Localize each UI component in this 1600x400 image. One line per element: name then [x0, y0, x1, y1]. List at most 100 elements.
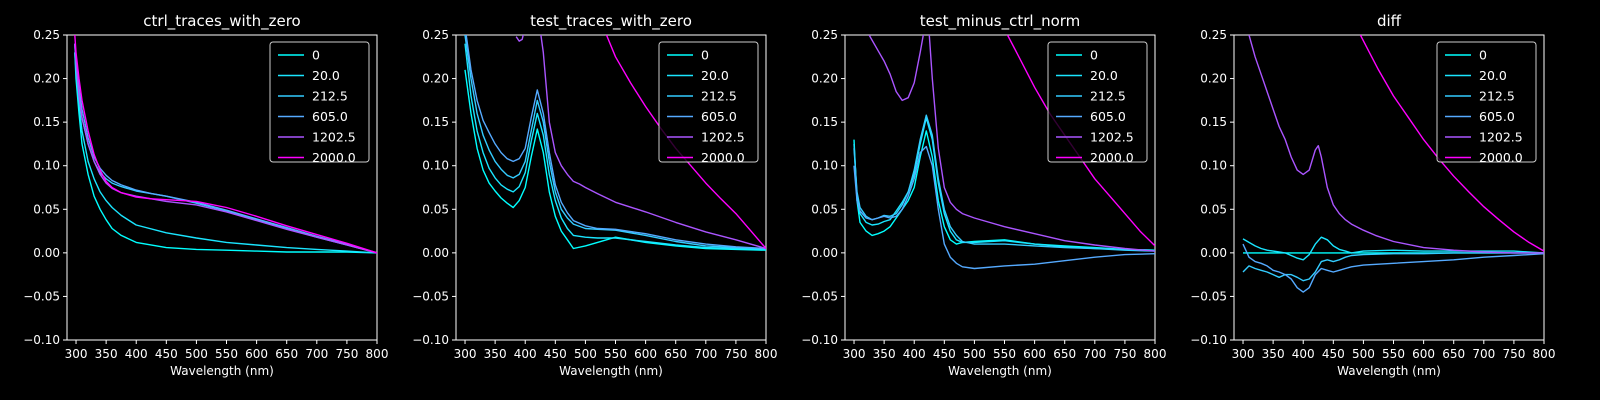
y-tick-label: 0.15	[1200, 115, 1227, 129]
series-group	[464, 35, 766, 251]
y-tick-label: 0.00	[1200, 246, 1227, 260]
chart-panel-1: test_traces_with_zero 300 350 400 450 500 550 6…	[412, 12, 777, 378]
legend: 0 20.0 212.5 605.0 1202.5 2000.0	[269, 41, 370, 165]
y-tick-label: 0.00	[33, 246, 60, 260]
x-tick-label: 750	[724, 347, 747, 361]
x-tick-label: 600	[1412, 347, 1435, 361]
legend-entry: 1202.5	[701, 130, 745, 145]
y-tick-label: 0.05	[1200, 202, 1227, 216]
y-tick-label: 0.20	[811, 72, 838, 86]
x-tick-label: 400	[903, 347, 926, 361]
series-line-4	[515, 35, 766, 250]
legend-entry: 605.0	[1479, 109, 1515, 124]
legend-box	[269, 41, 370, 163]
legend-entry: 0	[701, 48, 709, 63]
series-line-1	[464, 43, 766, 251]
y-tick-label: 0.20	[1200, 72, 1227, 86]
series-group	[74, 35, 377, 254]
x-axis-label: Wavelength (nm)	[170, 364, 274, 378]
x-tick-label: 600	[634, 347, 657, 361]
y-tick-label: −0.10	[23, 333, 60, 347]
legend-entry: 212.5	[1090, 89, 1126, 104]
x-tick-label: 750	[335, 347, 358, 361]
legend-entry: 1202.5	[312, 130, 356, 145]
y-tick-label: 0.25	[422, 28, 449, 42]
legend-box	[658, 41, 759, 163]
y-tick-label: 0.05	[422, 202, 449, 216]
plot-frame	[844, 34, 1156, 341]
x-tick-label: 700	[1083, 347, 1106, 361]
series-line-3	[465, 35, 766, 250]
x-tick-label: 650	[1442, 347, 1465, 361]
x-tick-label: 800	[1144, 347, 1167, 361]
y-tick-label: 0.25	[811, 28, 838, 42]
plot-frame	[66, 34, 378, 341]
series-line-5	[74, 35, 377, 254]
y-tick-label: −0.10	[412, 333, 449, 347]
x-tick-label: 350	[484, 347, 507, 361]
x-axis-label: Wavelength (nm)	[948, 364, 1052, 378]
x-tick-label: 500	[963, 347, 986, 361]
legend-entry: 20.0	[312, 68, 340, 83]
legend: 0 20.0 212.5 605.0 1202.5 2000.0	[1436, 41, 1537, 165]
legend-entry: 20.0	[701, 68, 729, 83]
y-tick-label: −0.10	[1190, 333, 1227, 347]
x-tick-label: 700	[1472, 347, 1495, 361]
y-tick-label: 0.20	[33, 72, 60, 86]
y-tick-label: −0.05	[23, 289, 60, 303]
y-tick-label: −0.05	[412, 289, 449, 303]
plot-frame	[455, 34, 767, 341]
y-tick-label: 0.20	[422, 72, 449, 86]
x-axis-label: Wavelength (nm)	[559, 364, 663, 378]
y-tick-label: 0.15	[33, 115, 60, 129]
y-tick-label: 0.15	[422, 115, 449, 129]
x-tick-label: 300	[454, 347, 477, 361]
series-line-3	[853, 145, 1155, 270]
y-tick-label: 0.00	[422, 246, 449, 260]
x-tick-label: 750	[1113, 347, 1136, 361]
y-tick-label: 0.10	[1200, 159, 1227, 173]
series-line-2	[464, 35, 766, 250]
x-tick-label: 400	[1292, 347, 1315, 361]
x-tick-label: 700	[305, 347, 328, 361]
x-tick-label: 550	[993, 347, 1016, 361]
x-tick-label: 300	[1232, 347, 1255, 361]
chart-title: ctrl_traces_with_zero	[143, 12, 300, 31]
legend-entry: 2000.0	[1090, 150, 1134, 165]
x-tick-label: 550	[604, 347, 627, 361]
x-tick-label: 300	[843, 347, 866, 361]
chart-panel-2: test_minus_ctrl_norm 300 350 400 450 500 550 60…	[801, 12, 1166, 378]
series-line-4	[868, 35, 1155, 252]
x-tick-label: 450	[933, 347, 956, 361]
chart-panel-3: diff 300 350 400 450 500 550 600 650 700 750 800 −0.…	[1190, 12, 1555, 378]
plot-frame	[1233, 34, 1545, 341]
legend-box	[1047, 41, 1148, 163]
legend-entry: 0	[312, 48, 320, 63]
x-tick-label: 350	[873, 347, 896, 361]
legend-entry: 20.0	[1479, 68, 1507, 83]
x-tick-label: 500	[574, 347, 597, 361]
x-tick-label: 300	[65, 347, 88, 361]
chart-title: diff	[1377, 12, 1402, 30]
legend: 0 20.0 212.5 605.0 1202.5 2000.0	[1047, 41, 1148, 165]
legend-entry: 212.5	[312, 89, 348, 104]
legend-entry: 212.5	[701, 89, 737, 104]
legend-entry: 1202.5	[1479, 130, 1523, 145]
x-tick-label: 550	[215, 347, 238, 361]
legend: 0 20.0 212.5 605.0 1202.5 2000.0	[658, 41, 759, 165]
y-tick-label: 0.10	[422, 159, 449, 173]
legend-entry: 0	[1090, 48, 1098, 63]
x-tick-label: 450	[544, 347, 567, 361]
legend-entry: 1202.5	[1090, 130, 1134, 145]
legend-entry: 2000.0	[1479, 150, 1523, 165]
y-tick-label: 0.25	[1200, 28, 1227, 42]
y-tick-label: 0.15	[811, 115, 838, 129]
x-tick-label: 350	[1262, 347, 1285, 361]
legend-entry: 605.0	[701, 109, 737, 124]
x-tick-label: 550	[1382, 347, 1405, 361]
x-tick-label: 400	[125, 347, 148, 361]
y-tick-label: −0.05	[1190, 289, 1227, 303]
series-line-1	[1242, 236, 1544, 261]
x-tick-label: 500	[185, 347, 208, 361]
